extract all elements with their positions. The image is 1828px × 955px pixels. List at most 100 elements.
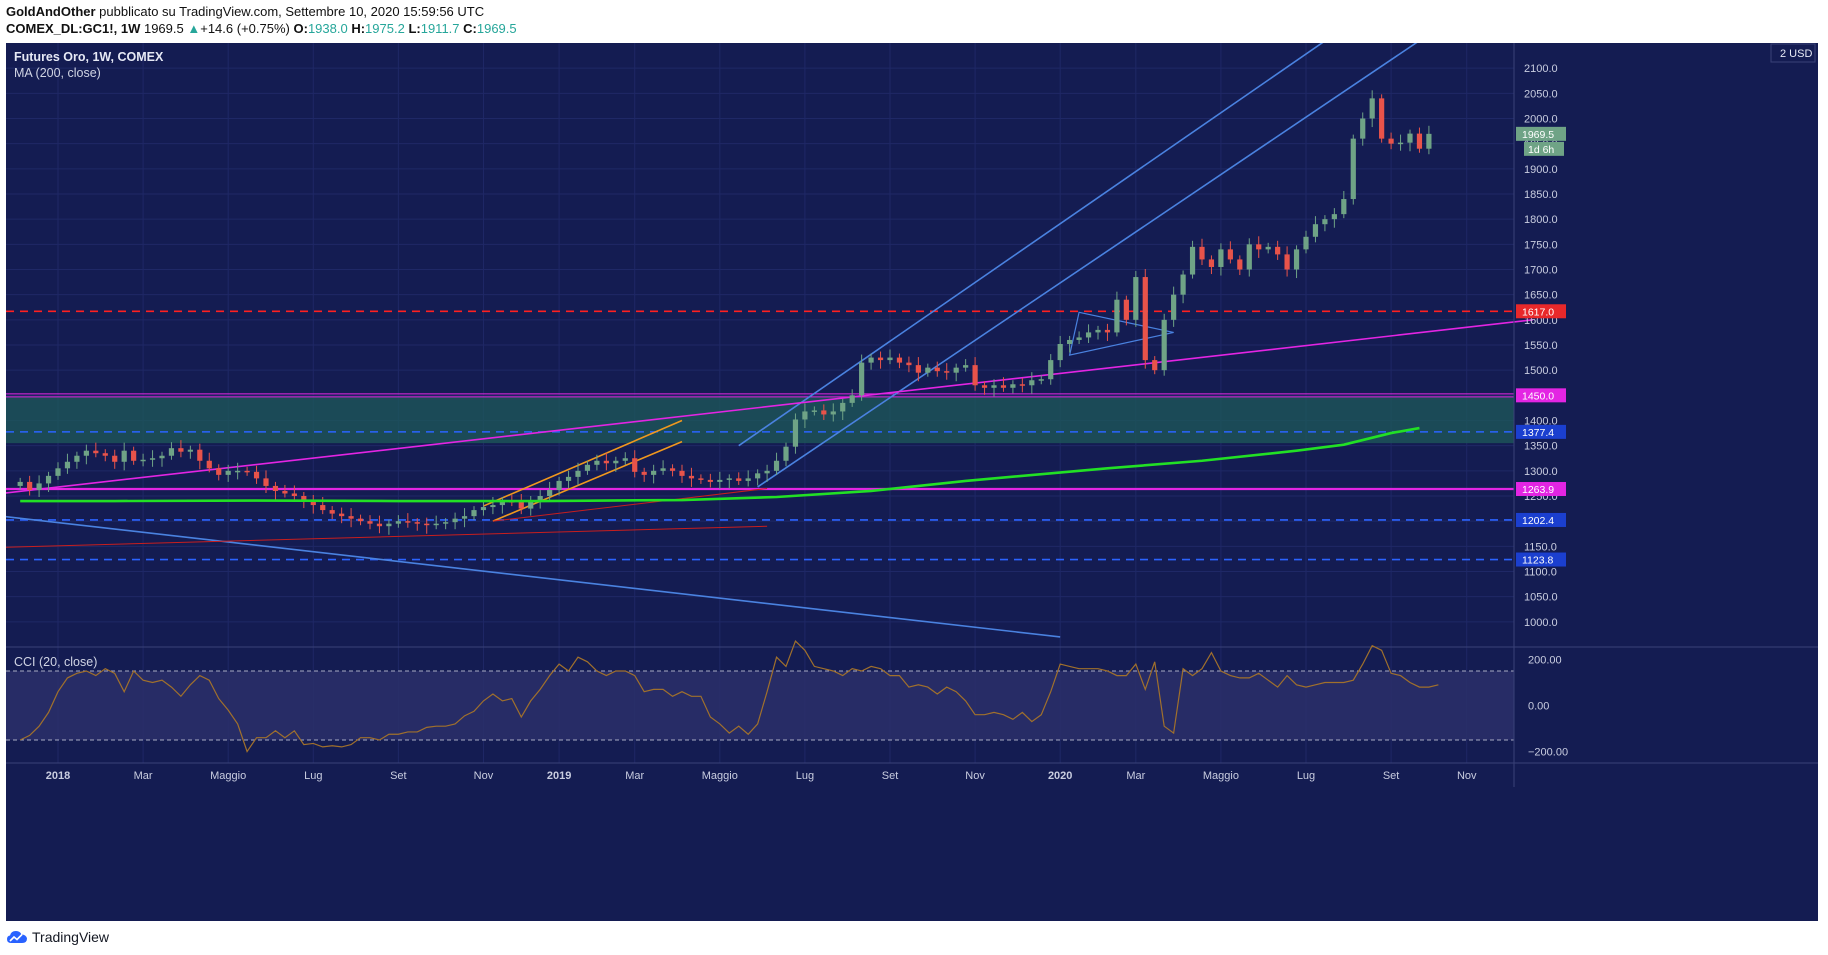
channel-upper-line[interactable] [738, 27, 1345, 447]
candle[interactable] [187, 449, 193, 452]
candle[interactable] [93, 450, 99, 454]
candle[interactable] [953, 367, 959, 373]
candle[interactable] [925, 367, 931, 373]
candle[interactable] [1085, 332, 1092, 338]
candle[interactable] [1426, 133, 1432, 149]
candle[interactable] [140, 459, 146, 462]
candle[interactable] [225, 470, 231, 475]
candle[interactable] [1010, 384, 1016, 388]
candle[interactable] [1067, 339, 1073, 344]
candle[interactable] [452, 518, 458, 523]
candle[interactable] [622, 458, 628, 461]
candle[interactable] [773, 460, 780, 471]
red-trend-line[interactable] [1, 525, 768, 548]
candle[interactable] [963, 365, 969, 368]
candle[interactable] [1312, 224, 1319, 237]
candle[interactable] [669, 468, 676, 471]
candle[interactable] [1029, 380, 1035, 386]
candle[interactable] [376, 523, 383, 527]
candle[interactable] [1360, 118, 1366, 139]
tradingview-logo[interactable]: TradingView [6, 929, 109, 945]
candle[interactable] [1350, 138, 1356, 200]
candle[interactable] [386, 523, 392, 527]
candle[interactable] [83, 450, 89, 456]
candle[interactable] [1038, 379, 1044, 381]
candle[interactable] [896, 357, 903, 363]
orange-upper-line[interactable] [483, 419, 683, 507]
candle[interactable] [594, 460, 600, 465]
candle[interactable] [1379, 98, 1385, 139]
candle[interactable] [1123, 299, 1129, 320]
candle[interactable] [197, 449, 203, 461]
chart-frame[interactable]: 1000.01050.01100.01150.01200.01250.01300… [1, 27, 1818, 921]
magenta-trend-line[interactable] [1, 319, 1533, 495]
candle[interactable] [1189, 246, 1196, 275]
candle[interactable] [424, 523, 430, 526]
candle[interactable] [1303, 236, 1309, 250]
candle[interactable] [944, 371, 950, 373]
candle[interactable] [272, 485, 279, 491]
candle[interactable] [821, 410, 827, 415]
level-badge[interactable] [1516, 482, 1566, 497]
candle[interactable] [1407, 133, 1413, 143]
candle[interactable] [253, 471, 260, 479]
level-badge[interactable] [1516, 388, 1566, 403]
candle[interactable] [1208, 259, 1215, 267]
candle[interactable] [707, 479, 713, 482]
candle[interactable] [1237, 259, 1243, 270]
candle[interactable] [783, 446, 789, 461]
candle[interactable] [112, 455, 118, 462]
candle[interactable] [698, 478, 704, 480]
candle[interactable] [414, 522, 420, 524]
ma-200-line[interactable] [20, 426, 1420, 503]
candle[interactable] [1416, 133, 1423, 149]
candle[interactable] [206, 460, 212, 469]
candle[interactable] [575, 470, 581, 477]
candle[interactable] [405, 521, 411, 523]
candle[interactable] [168, 448, 175, 456]
candle[interactable] [310, 501, 316, 506]
candle[interactable] [55, 468, 61, 476]
candle[interactable] [1246, 244, 1252, 270]
candle[interactable] [981, 385, 988, 388]
candle[interactable] [877, 357, 884, 361]
candle[interactable] [755, 473, 761, 479]
candle[interactable] [433, 523, 439, 526]
candle[interactable] [1322, 219, 1328, 225]
currency-box[interactable] [1770, 43, 1816, 63]
candle[interactable] [301, 496, 307, 502]
candle[interactable] [282, 490, 288, 494]
candle[interactable] [178, 448, 184, 452]
price-pane[interactable] [1, 27, 1533, 763]
candle[interactable] [329, 510, 335, 514]
candle[interactable] [1019, 384, 1025, 386]
candle[interactable] [499, 501, 505, 506]
candle[interactable] [849, 395, 855, 403]
candle[interactable] [263, 478, 269, 486]
candle[interactable] [556, 480, 562, 490]
candle[interactable] [1000, 385, 1007, 388]
candle[interactable] [528, 500, 534, 509]
red-trend-2-line[interactable] [492, 487, 768, 522]
candle[interactable] [45, 475, 52, 484]
candle[interactable] [102, 453, 108, 456]
level-badge[interactable] [1516, 424, 1566, 439]
candle[interactable] [906, 362, 912, 366]
candle[interactable] [471, 510, 477, 517]
candle[interactable] [1293, 249, 1300, 270]
candle[interactable] [679, 470, 685, 476]
candle[interactable] [27, 481, 33, 490]
candle[interactable] [547, 489, 553, 496]
candle[interactable] [660, 468, 666, 471]
candle[interactable] [991, 385, 997, 388]
candle[interactable] [1199, 246, 1205, 260]
candle[interactable] [972, 365, 978, 386]
cci-pane[interactable] [6, 640, 1818, 753]
candle[interactable] [1152, 360, 1158, 371]
candle[interactable] [726, 478, 732, 480]
timer-badge[interactable] [1524, 141, 1564, 156]
candle[interactable] [348, 516, 354, 519]
candle[interactable] [868, 357, 874, 363]
candle[interactable] [717, 479, 723, 482]
candle[interactable] [490, 505, 496, 508]
